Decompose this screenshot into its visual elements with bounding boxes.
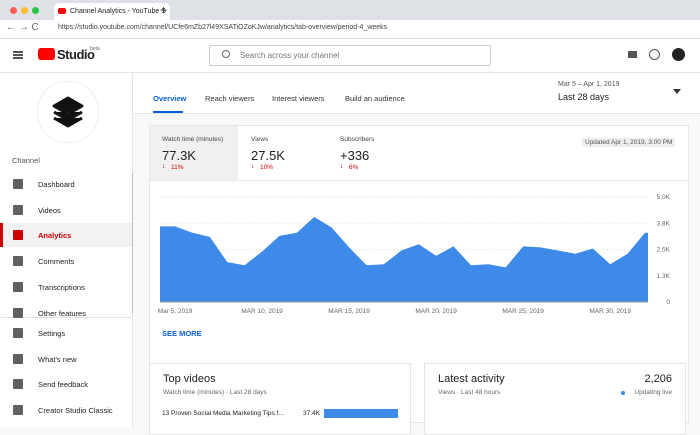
tab[interactable]: Build an audience (345, 94, 405, 103)
metric-change: 11% (171, 164, 184, 171)
metric-change: 6% (349, 164, 358, 171)
card-subtitle[interactable]: Views · Last 48 hours (438, 389, 500, 396)
nav-icon (13, 230, 23, 240)
nav-icon (13, 308, 23, 318)
card-subtitle: Watch time (minutes) · Last 28 days (163, 389, 267, 396)
live-dot (621, 391, 625, 395)
metric-change: 10% (260, 164, 273, 171)
metric-label: Watch time (minutes) (162, 136, 223, 143)
nav-icon (13, 405, 23, 415)
main: Mar 5 – Apr 1, 2019 Last 28 days Updated… (133, 73, 700, 427)
nav-icon (13, 379, 23, 389)
account-icon[interactable] (672, 48, 685, 61)
logo-text[interactable]: Studio (57, 47, 94, 62)
dropdown-arrow[interactable] (673, 89, 681, 98)
close-dot[interactable] (10, 7, 17, 14)
app-header: Studio beta Search across your channel (0, 39, 700, 73)
tab[interactable]: Overview (153, 94, 186, 103)
live-status: Updating live (634, 389, 672, 396)
url[interactable]: https://studio.youtube.com/channel/UCfe6… (58, 24, 387, 31)
card-title: Top videos (163, 373, 216, 385)
nav-item[interactable]: Analytics (38, 231, 71, 240)
nav-item[interactable]: Other features (38, 309, 86, 318)
nav-item[interactable]: Videos (38, 206, 61, 215)
help-icon[interactable] (649, 49, 660, 60)
browser-tab[interactable]: Channel Analytics - YouTube S (54, 3, 170, 20)
tab-title: Channel Analytics - YouTube S (70, 8, 166, 15)
latest-activity-card: Latest activity 2,206 Views · Last 48 ho… (424, 363, 686, 435)
down-arrow: ↓ (340, 163, 344, 170)
channel-label: Channel (12, 156, 40, 165)
nav-item[interactable]: What's new (38, 355, 77, 364)
down-arrow: ↓ (162, 163, 166, 170)
tab-icon (58, 8, 66, 14)
search-placeholder: Search across your channel (240, 51, 339, 60)
nav-buttons[interactable]: ← → C (6, 22, 39, 33)
channel-avatar[interactable] (37, 81, 99, 143)
max-dot[interactable] (32, 7, 39, 14)
nav-item[interactable]: Send feedback (38, 380, 88, 389)
nav-icon (13, 354, 23, 364)
nav-icon (13, 282, 23, 292)
create-icon[interactable] (628, 51, 637, 58)
sidebar: Channel Dashboard Videos Analytics Comments… (0, 73, 133, 427)
metric-label: Subscribers (340, 136, 374, 143)
beta-label: beta (90, 46, 100, 52)
new-tab[interactable]: + (160, 3, 167, 17)
date-period[interactable]: Last 28 days (558, 92, 609, 102)
nav-icon (13, 328, 23, 338)
date-range[interactable]: Mar 5 – Apr 1, 2019 (558, 81, 619, 88)
nav-item[interactable]: Creator Studio Classic (38, 406, 113, 415)
menu-icon[interactable] (13, 51, 23, 53)
metric-value: 77.3K (162, 148, 196, 163)
nav-item[interactable]: Transcriptions (38, 283, 85, 292)
tab[interactable]: Reach viewers (205, 94, 254, 103)
tab-indicator (153, 111, 183, 113)
nav-item[interactable]: Comments (38, 257, 74, 266)
metric-value: +336 (340, 148, 369, 163)
metric-label: Views (251, 136, 268, 143)
updated-label: Updated Apr 1, 2019, 3:00 PM (582, 138, 675, 147)
top-videos-card: Top videos Watch time (minutes) · Last 2… (149, 363, 411, 435)
divider (150, 180, 688, 181)
activity-value: 2,206 (644, 373, 672, 385)
logo-icon[interactable] (38, 48, 55, 60)
nav-icon (13, 256, 23, 266)
tab[interactable]: Interest viewers (272, 94, 325, 103)
avatar-logo (38, 82, 98, 142)
search-icon (222, 50, 230, 58)
search-box[interactable]: Search across your channel (209, 45, 491, 66)
metric-value: 27.5K (251, 148, 285, 163)
nav-item[interactable]: Dashboard (38, 180, 75, 189)
down-arrow: ↓ (251, 163, 255, 170)
card-title: Latest activity (438, 373, 505, 385)
nav-icon (13, 205, 23, 215)
nav-item[interactable]: Settings (38, 329, 65, 338)
see-more[interactable]: SEE MORE (162, 329, 202, 338)
nav-icon (13, 179, 23, 189)
min-dot[interactable] (21, 7, 28, 14)
